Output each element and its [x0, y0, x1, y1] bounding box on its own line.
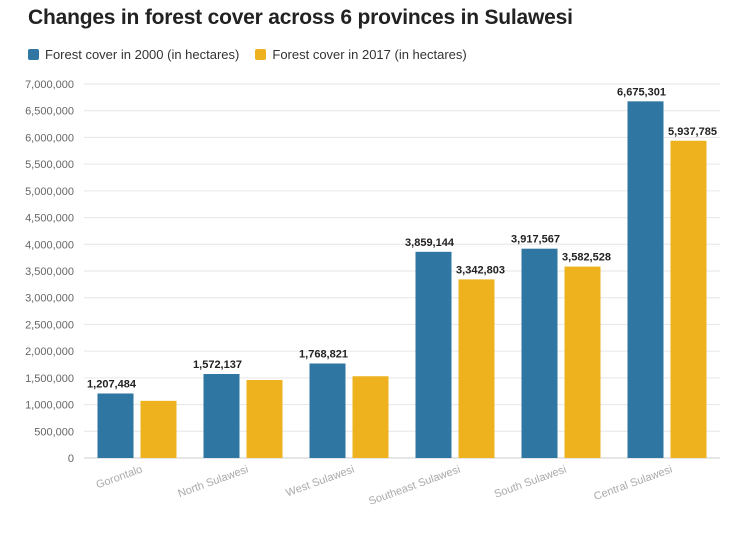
data-label: 3,917,567 [511, 234, 560, 246]
y-tick-label: 7,000,000 [25, 79, 74, 91]
data-label: 1,572,137 [193, 359, 242, 371]
x-tick-label: Gorontalo [95, 464, 145, 492]
data-label: 6,675,301 [617, 86, 666, 98]
bar-2000[interactable] [203, 374, 240, 458]
y-tick-label: 4,000,000 [25, 239, 74, 251]
bar-2000[interactable] [627, 101, 664, 458]
legend-swatch-2017 [255, 49, 267, 60]
bar-2000[interactable] [521, 248, 558, 458]
x-tick-label: West Sulawesi [284, 464, 356, 500]
data-label: 5,937,785 [668, 126, 717, 138]
bar-2000[interactable] [415, 251, 452, 458]
data-label: 3,342,803 [456, 264, 505, 276]
y-tick-label: 6,000,000 [25, 132, 74, 144]
data-label: 3,859,144 [405, 237, 455, 249]
legend: Forest cover in 2000 (in hectares) Fores… [28, 47, 467, 62]
bar-2017[interactable] [564, 266, 601, 458]
bar-2000[interactable] [309, 363, 346, 458]
y-tick-label: 2,500,000 [25, 319, 74, 331]
legend-swatch-2000 [28, 49, 39, 60]
legend-item-2000[interactable]: Forest cover in 2000 (in hectares) [28, 47, 239, 62]
y-tick-label: 500,000 [34, 426, 74, 438]
y-tick-label: 1,000,000 [25, 400, 74, 412]
y-tick-label: 4,500,000 [25, 213, 74, 225]
bar-2000[interactable] [97, 393, 134, 458]
bar-2017[interactable] [670, 140, 707, 458]
x-tick-label: North Sulawesi [176, 464, 250, 501]
y-tick-label: 0 [68, 453, 74, 465]
chart-title: Changes in forest cover across 6 provinc… [28, 6, 573, 29]
legend-label-2000: Forest cover in 2000 (in hectares) [45, 47, 240, 62]
y-tick-label: 5,000,000 [25, 186, 74, 198]
bar-2017[interactable] [246, 379, 283, 458]
bar-2017[interactable] [140, 400, 177, 458]
y-tick-label: 5,500,000 [25, 159, 74, 171]
bar-2017[interactable] [352, 376, 389, 458]
y-tick-label: 3,500,000 [25, 266, 74, 278]
x-tick-label: South Sulawesi [493, 464, 568, 501]
data-label: 1,768,821 [299, 348, 348, 360]
y-tick-label: 6,500,000 [25, 106, 74, 118]
data-label: 3,582,528 [562, 252, 611, 264]
legend-item-2017[interactable]: Forest cover in 2017 (in hectares) [255, 47, 467, 62]
legend-label-2017: Forest cover in 2017 (in hectares) [272, 47, 467, 62]
y-tick-label: 2,000,000 [25, 346, 74, 358]
x-tick-label: Southeast Sulawesi [367, 464, 462, 508]
y-tick-label: 3,000,000 [25, 293, 74, 305]
data-label: 1,207,484 [87, 378, 137, 390]
x-tick-label: Central Sulawesi [592, 464, 674, 504]
bar-2017[interactable] [458, 279, 495, 458]
y-tick-label: 1,500,000 [25, 373, 74, 385]
